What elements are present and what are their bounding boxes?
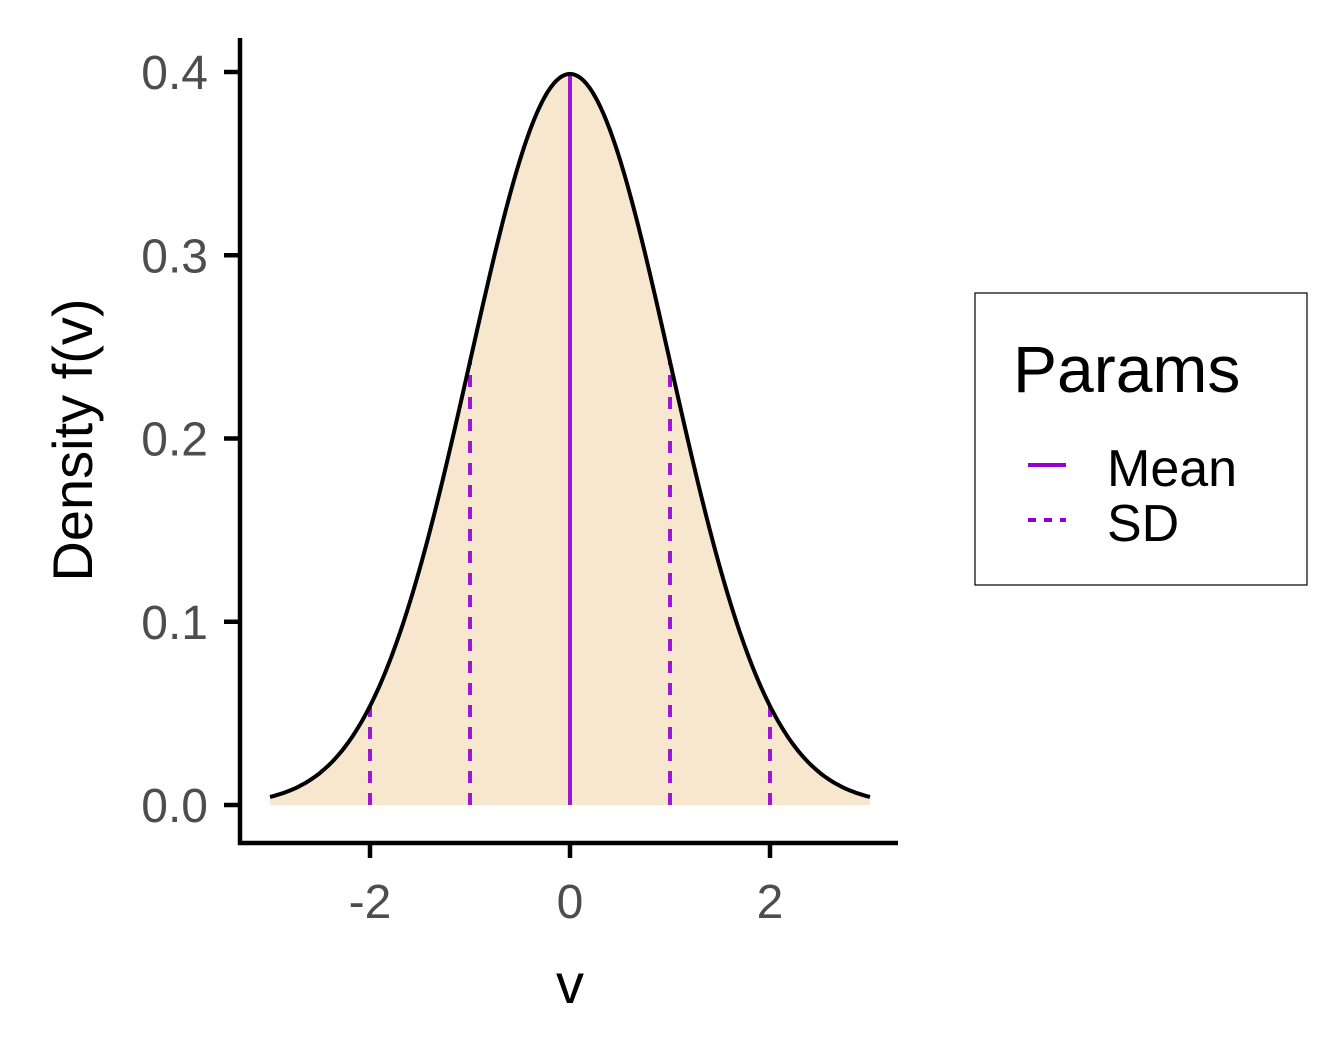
y-tick-label: 0.3: [141, 230, 208, 283]
legend-title: Params: [1013, 332, 1240, 406]
x-tick-label: 0: [557, 876, 584, 929]
x-tick-label: -2: [349, 876, 392, 929]
legend: Params Mean SD: [974, 292, 1308, 586]
y-tick-label: 0.4: [141, 47, 208, 100]
legend-label-sd: SD: [1107, 495, 1179, 553]
x-axis-label: v: [556, 952, 584, 1015]
y-tick-label: 0.2: [141, 414, 208, 467]
x-tick-label: 2: [757, 876, 784, 929]
y-tick-label: 0.1: [141, 597, 208, 650]
density-curve: [269, 71, 871, 799]
legend-label-mean: Mean: [1107, 440, 1237, 498]
y-tick-label: 0.0: [141, 780, 208, 833]
legend-box: [974, 292, 1308, 586]
y-axis-label: Density f(v): [41, 298, 104, 581]
